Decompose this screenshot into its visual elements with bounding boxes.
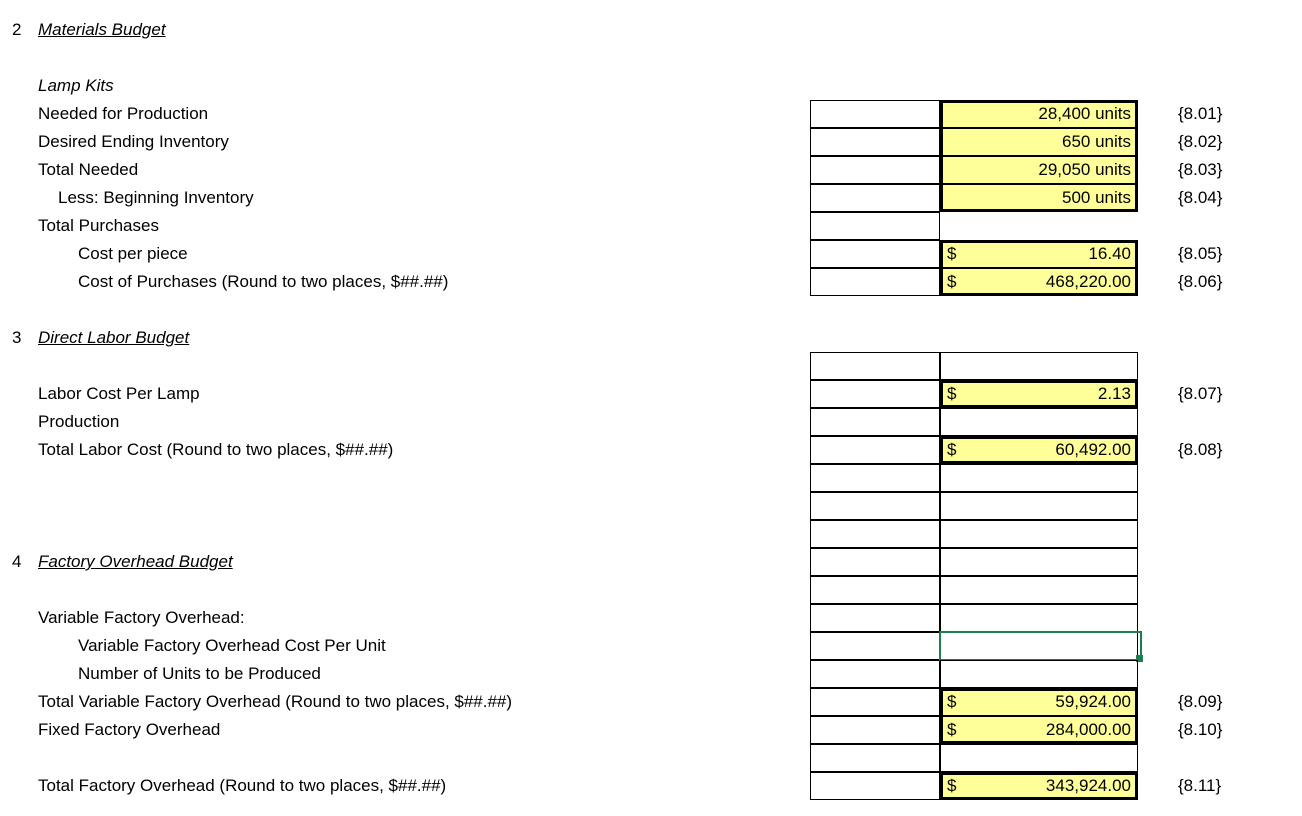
- ref: {8.03}: [1138, 156, 1268, 184]
- ref: {8.08}: [1138, 436, 1268, 464]
- row-laborcost: Labor Cost Per Lamp $2.13 {8.07}: [12, 380, 1290, 408]
- label: Total Purchases: [38, 212, 810, 240]
- label: Total Labor Cost (Round to two places, $…: [38, 436, 810, 464]
- ref: {8.06}: [1138, 268, 1268, 296]
- row-varunit: Variable Factory Overhead Cost Per Unit: [12, 632, 1290, 660]
- label: Labor Cost Per Lamp: [38, 380, 810, 408]
- label: Fixed Factory Overhead: [38, 716, 810, 744]
- cell-a[interactable]: [810, 464, 940, 492]
- label: Needed for Production: [38, 100, 810, 128]
- label: Cost of Purchases (Round to two places, …: [38, 268, 810, 296]
- section-title: Factory Overhead Budget: [38, 548, 810, 576]
- cell-a[interactable]: [810, 184, 940, 212]
- row-numunits: Number of Units to be Produced: [12, 660, 1290, 688]
- section-heading-row: 4 Factory Overhead Budget: [12, 548, 1290, 576]
- label: Variable Factory Overhead Cost Per Unit: [38, 632, 810, 660]
- label: Production: [38, 408, 810, 436]
- cell-a[interactable]: [810, 240, 940, 268]
- row-needed: Needed for Production 28,400 units {8.01…: [12, 100, 1290, 128]
- ref: {8.10}: [1138, 716, 1268, 744]
- cell-a[interactable]: [810, 492, 940, 520]
- row-lessbegin: Less: Beginning Inventory 500 units {8.0…: [12, 184, 1290, 212]
- cell-empty[interactable]: [940, 492, 1138, 520]
- ref: {8.01}: [1138, 100, 1268, 128]
- ref: {8.11}: [1138, 772, 1268, 800]
- ref: {8.02}: [1138, 128, 1268, 156]
- cell-selected[interactable]: [940, 632, 1138, 660]
- label: Desired Ending Inventory: [38, 128, 810, 156]
- row-ending: Desired Ending Inventory 650 units {8.02…: [12, 128, 1290, 156]
- ref: {8.07}: [1138, 380, 1268, 408]
- cell-value[interactable]: $2.13: [940, 380, 1138, 408]
- ref: {8.09}: [1138, 688, 1268, 716]
- cell-a[interactable]: [810, 744, 940, 772]
- cell-a[interactable]: [810, 212, 940, 240]
- cell-a[interactable]: [810, 128, 940, 156]
- row-fixed: Fixed Factory Overhead $284,000.00 {8.10…: [12, 716, 1290, 744]
- ref: {8.05}: [1138, 240, 1268, 268]
- section-number: 2: [12, 16, 38, 44]
- cell-empty[interactable]: [940, 604, 1138, 632]
- cell-a[interactable]: [810, 548, 940, 576]
- cell-a[interactable]: [810, 632, 940, 660]
- row-totalpurch: Total Purchases: [12, 212, 1290, 240]
- row-totvar: Total Variable Factory Overhead (Round t…: [12, 688, 1290, 716]
- cell-empty[interactable]: [940, 408, 1138, 436]
- cell-a[interactable]: [810, 100, 940, 128]
- cell-empty[interactable]: [940, 520, 1138, 548]
- row-totallabor: Total Labor Cost (Round to two places, $…: [12, 436, 1290, 464]
- cell-a[interactable]: [810, 576, 940, 604]
- row-varoh-header: Variable Factory Overhead:: [12, 604, 1290, 632]
- row-production: Production: [12, 408, 1290, 436]
- row-totaloh: Total Factory Overhead (Round to two pla…: [12, 772, 1290, 800]
- label: Cost per piece: [38, 240, 810, 268]
- cell-a[interactable]: [810, 716, 940, 744]
- label: Number of Units to be Produced: [38, 660, 810, 688]
- cell-value[interactable]: 29,050 units: [940, 156, 1138, 184]
- cell-empty[interactable]: [940, 548, 1138, 576]
- section-title: Direct Labor Budget: [38, 324, 810, 352]
- cell-value[interactable]: $468,220.00: [940, 268, 1138, 296]
- cell-value[interactable]: $343,924.00: [940, 772, 1138, 800]
- label: Total Variable Factory Overhead (Round t…: [38, 688, 810, 716]
- section-number: 3: [12, 324, 38, 352]
- subheading: Lamp Kits: [38, 72, 810, 100]
- cell-a[interactable]: [810, 408, 940, 436]
- cell-empty[interactable]: [940, 464, 1138, 492]
- label: Total Needed: [38, 156, 810, 184]
- cell-a[interactable]: [810, 604, 940, 632]
- cell-a[interactable]: [810, 268, 940, 296]
- label: Less: Beginning Inventory: [38, 184, 810, 212]
- section-heading-row: 3 Direct Labor Budget: [12, 324, 1290, 352]
- cell-empty[interactable]: [940, 576, 1138, 604]
- label: Total Factory Overhead (Round to two pla…: [38, 772, 810, 800]
- cell-a[interactable]: [810, 688, 940, 716]
- section-title: Materials Budget: [38, 16, 810, 44]
- cell-value[interactable]: 28,400 units: [940, 100, 1138, 128]
- cell-value[interactable]: 650 units: [940, 128, 1138, 156]
- cell-value[interactable]: $60,492.00: [940, 436, 1138, 464]
- cell-empty[interactable]: [940, 744, 1138, 772]
- row-costpp: Cost per piece $16.40 {8.05}: [12, 240, 1290, 268]
- label: Variable Factory Overhead:: [38, 604, 810, 632]
- cell-a[interactable]: [810, 352, 940, 380]
- ref: {8.04}: [1138, 184, 1268, 212]
- cell-value[interactable]: $284,000.00: [940, 716, 1138, 744]
- section-number: 4: [12, 548, 38, 576]
- cell-a[interactable]: [810, 520, 940, 548]
- cell-empty[interactable]: [940, 660, 1138, 688]
- cell-a[interactable]: [810, 436, 940, 464]
- cell-a[interactable]: [810, 772, 940, 800]
- row-costpurch: Cost of Purchases (Round to two places, …: [12, 268, 1290, 296]
- section-heading-row: 2 Materials Budget: [12, 16, 1290, 44]
- cell-a[interactable]: [810, 156, 940, 184]
- cell-value[interactable]: $59,924.00: [940, 688, 1138, 716]
- cell-a[interactable]: [810, 660, 940, 688]
- row-totalneeded: Total Needed 29,050 units {8.03}: [12, 156, 1290, 184]
- cell-value[interactable]: 500 units: [940, 184, 1138, 212]
- cell-a[interactable]: [810, 380, 940, 408]
- cell-empty[interactable]: [940, 352, 1138, 380]
- cell-value[interactable]: $16.40: [940, 240, 1138, 268]
